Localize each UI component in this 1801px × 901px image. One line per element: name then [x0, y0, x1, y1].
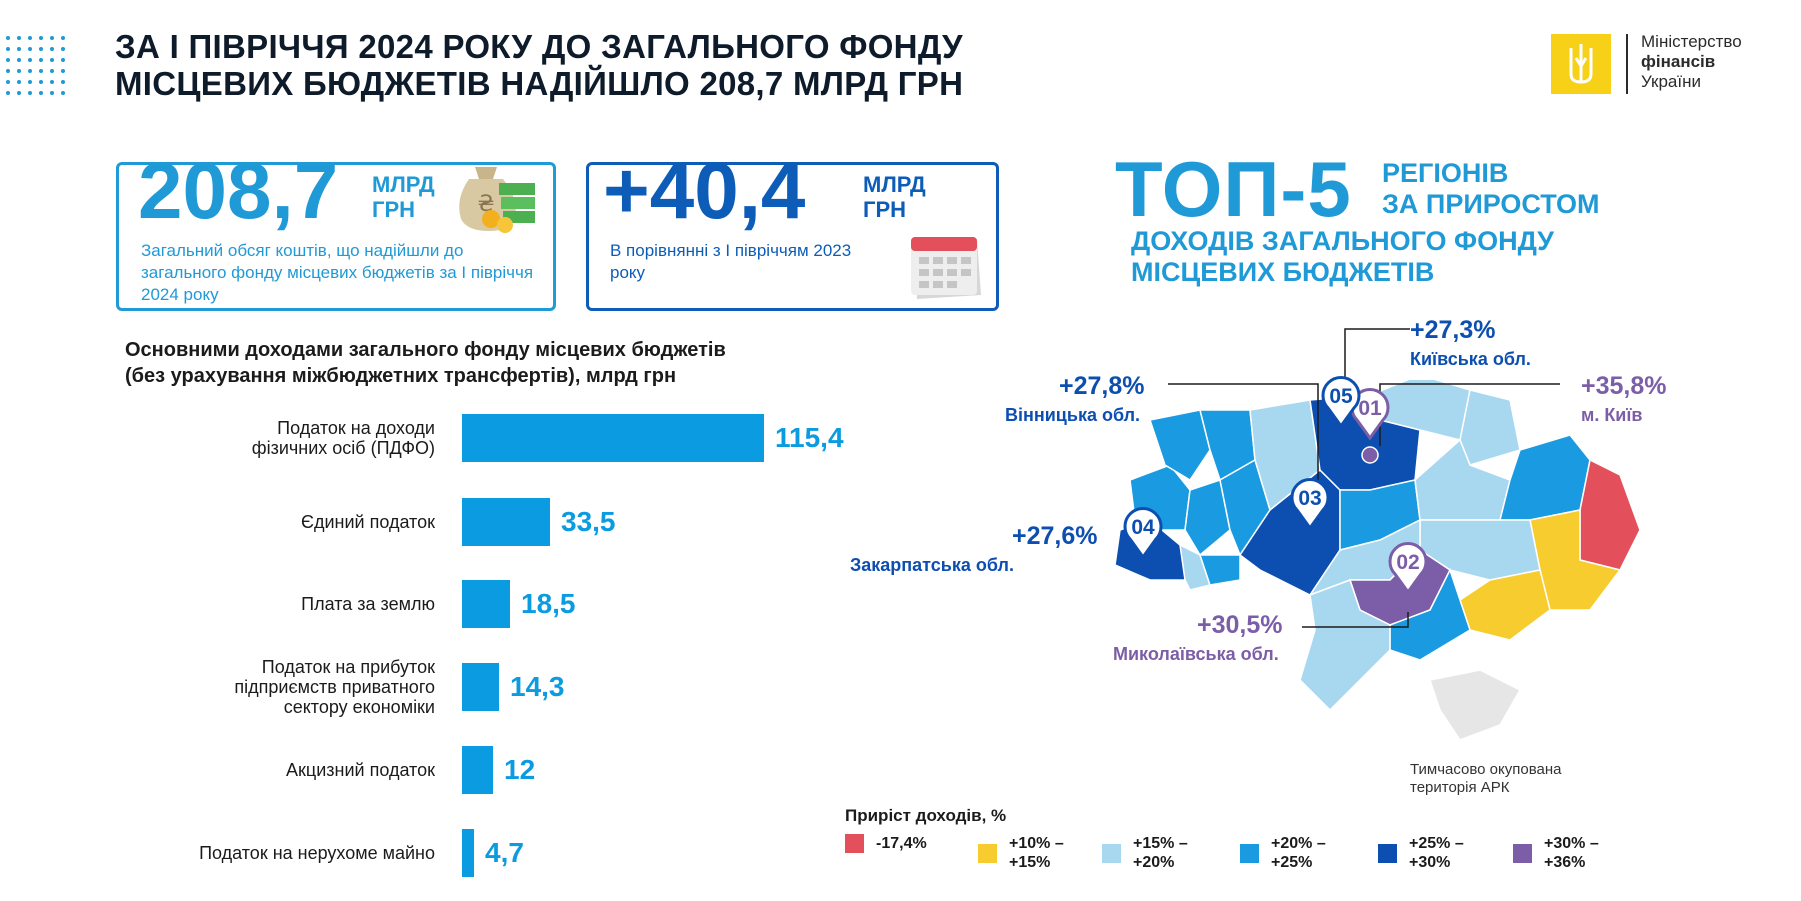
total-revenue-number: 208,7 — [138, 146, 339, 235]
legend-swatch — [978, 843, 997, 863]
total-revenue-unit: МЛРД ГРН — [372, 172, 435, 222]
legend-swatch — [1240, 843, 1259, 863]
bar-category-label: Податок на прибуток підприємств приватно… — [234, 657, 435, 717]
total-revenue-card: 208,7 МЛРД ГРН ₴ Загальний обсяг коштів,… — [116, 151, 556, 311]
trident-logo-icon — [1551, 34, 1611, 94]
unit-line-2: ГРН — [372, 197, 416, 222]
map-pin-label: 04 — [1131, 516, 1155, 539]
bar-5 — [462, 746, 493, 794]
legend-label: +20% – +25% — [1271, 835, 1326, 871]
growth-unit-line-2: ГРН — [863, 197, 907, 222]
growth-unit-line-1: МЛРД — [863, 172, 926, 197]
legend-label: +10% – +15% — [1009, 835, 1064, 871]
ministry-name-line-2: фінансів — [1641, 52, 1716, 71]
chart-title-line-2: (без урахування міжбюджетних трансфертів… — [125, 365, 677, 387]
bar-1 — [462, 414, 764, 462]
bar-value-label: 18,5 — [521, 588, 576, 619]
region-name-kyiv-oblast: Київська обл. — [1410, 349, 1531, 369]
map-pin-04: 04 — [1122, 507, 1164, 560]
legend-item: +10% – +15% — [978, 834, 1064, 872]
bar-category-label: Податок на нерухоме майно — [199, 843, 435, 863]
bar-category-label: Єдиний податок — [301, 512, 435, 532]
region-name-zakarpattia: Закарпатська обл. — [850, 555, 1014, 575]
legend-swatch — [1378, 843, 1397, 863]
map-region-kyiv-city — [1361, 446, 1379, 464]
top5-subheading: РЕГІОНІВ ЗА ПРИРОСТОМ — [1382, 158, 1600, 220]
legend-swatch — [1102, 843, 1121, 863]
top5-subheading-2: ДОХОДІВ ЗАГАЛЬНОГО ФОНДУ МІСЦЕВИХ БЮДЖЕТ… — [1131, 226, 1554, 288]
decorative-dots — [6, 36, 70, 98]
page-title: ЗА І ПІВРІЧЧЯ 2024 РОКУ ДО ЗАГАЛЬНОГО ФО… — [115, 28, 963, 102]
region-pct-mykolaiv: +30,5% — [1197, 611, 1283, 639]
bar-3 — [462, 580, 510, 628]
unit-line-1: МЛРД — [372, 172, 435, 197]
region-pct-kyiv-city: +35,8% — [1581, 372, 1667, 400]
bar-4 — [462, 663, 499, 711]
growth-unit: МЛРД ГРН — [863, 172, 926, 222]
ministry-name-line-1: Міністерство — [1641, 32, 1742, 51]
money-bag-icon: ₴ — [447, 149, 539, 238]
map-pin-label: 05 — [1329, 385, 1353, 408]
map-pin-03: 03 — [1289, 478, 1331, 531]
top5-sub-line-2: ЗА ПРИРОСТОМ — [1382, 189, 1600, 219]
legend-label: +30% – +36% — [1544, 835, 1599, 871]
legend-item: +25% – +30% — [1378, 834, 1464, 872]
crimea-note: Тимчасово окупована територія АРК — [1410, 761, 1562, 796]
title-line-2: МІСЦЕВИХ БЮДЖЕТІВ НАДІЙШЛО 208,7 МЛРД ГР… — [115, 65, 964, 102]
growth-number: +40,4 — [603, 146, 806, 235]
map-pin-label: 02 — [1396, 551, 1420, 574]
top5-sub-line-3: ДОХОДІВ ЗАГАЛЬНОГО ФОНДУ — [1131, 226, 1554, 256]
region-name-kyiv-city: м. Київ — [1581, 405, 1643, 425]
chart-title: Основними доходами загального фонду місц… — [125, 337, 726, 389]
growth-description: В порівнянні з І півріччям 2023 року — [610, 241, 852, 282]
legend-item: +30% – +36% — [1513, 834, 1599, 872]
region-pct-vinnytsia: +27,8% — [1059, 372, 1145, 400]
ministry-name-line-3: України — [1641, 72, 1701, 91]
bar-value-label: 4,7 — [485, 837, 524, 868]
top5-sub-line-4: МІСЦЕВИХ БЮДЖЕТІВ — [1131, 257, 1435, 287]
map-pin-label: 03 — [1298, 487, 1322, 510]
legend-label: +25% – +30% — [1409, 835, 1464, 871]
bar-value-label: 14,3 — [510, 671, 565, 702]
bar-category-label: Плата за землю — [301, 594, 435, 614]
bar-category-label: Акцизний податок — [286, 760, 435, 780]
map-region-sumy — [1459, 389, 1521, 466]
bar-category-label: Податок на доходи фізичних осіб (ПДФО) — [251, 418, 435, 458]
legend-swatch — [845, 834, 864, 853]
bar-value-label: 12 — [504, 754, 536, 785]
bar-2 — [462, 498, 550, 546]
legend-swatch — [1513, 843, 1532, 863]
growth-card: +40,4 МЛРД ГРН В порівнянні з І півріччя… — [586, 151, 999, 311]
map-pin-05: 05 — [1320, 376, 1362, 429]
legend-item: +15% – +20% — [1102, 834, 1188, 872]
bar-value-label: 33,5 — [561, 506, 616, 537]
title-line-1: ЗА І ПІВРІЧЧЯ 2024 РОКУ ДО ЗАГАЛЬНОГО ФО… — [115, 28, 963, 65]
region-pct-zakarpattia: +27,6% — [1012, 522, 1098, 550]
calendar-icon — [907, 225, 985, 306]
bar-value-label: 115,4 — [775, 422, 844, 453]
map-region-ivano-frankivsk — [1179, 543, 1211, 591]
region-name-vinnytsia: Вінницька обл. — [1005, 405, 1141, 425]
map-region-luhansk — [1579, 458, 1641, 571]
map-pin-02: 02 — [1387, 542, 1429, 595]
map-region-kherson — [1389, 568, 1471, 661]
map-region-zaporizhzhia — [1459, 569, 1551, 641]
map-pin-label: 01 — [1358, 397, 1382, 420]
legend-label: -17,4% — [876, 835, 927, 852]
map-region-chernivtsi — [1198, 554, 1241, 586]
total-revenue-description: Загальний обсяг коштів, що надійшли до з… — [141, 241, 534, 304]
chart-title-line-1: Основними доходами загального фонду місц… — [125, 339, 726, 361]
legend-item: -17,4% — [845, 834, 927, 853]
top5-heading: ТОП-5 — [1115, 145, 1352, 233]
legend-label: +15% – +20% — [1133, 835, 1188, 871]
map-region-crimea — [1429, 669, 1522, 741]
top5-sub-line-1: РЕГІОНІВ — [1382, 158, 1509, 188]
ministry-name: Міністерство фінансів України — [1641, 32, 1742, 92]
bar-6 — [462, 829, 474, 877]
legend-item: +20% – +25% — [1240, 834, 1326, 872]
region-name-mykolaiv: Миколаївська обл. — [1113, 644, 1279, 664]
legend-title: Приріст доходів, % — [845, 806, 1007, 825]
region-pct-kyiv-oblast: +27,3% — [1410, 316, 1496, 344]
logo-separator — [1626, 34, 1628, 94]
